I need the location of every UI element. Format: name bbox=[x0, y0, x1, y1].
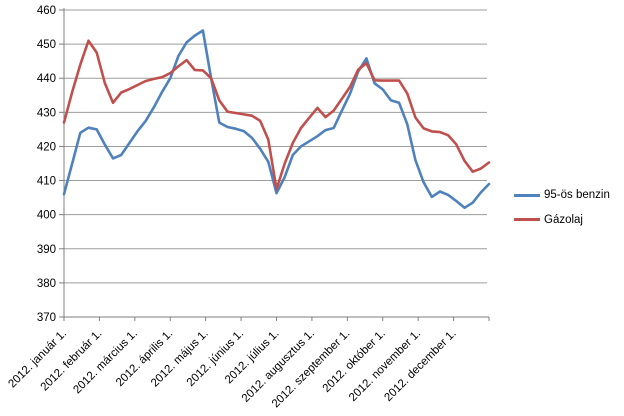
legend-item-gazolaj: Gázolaj bbox=[514, 214, 610, 227]
y-axis-tick-label: 390 bbox=[37, 244, 56, 256]
y-axis-tick-label: 410 bbox=[37, 176, 56, 188]
series-line-95-ös benzin bbox=[62, 29, 491, 210]
x-axis-tick-label: 2012. március 1. bbox=[71, 328, 140, 397]
y-axis-tick-label: 440 bbox=[37, 73, 56, 85]
x-axis-tick-label: 2012. február 1. bbox=[39, 328, 105, 394]
legend-label-benzin: 95-ös benzin bbox=[544, 189, 610, 201]
x-axis-tick-label: 2012. december 1. bbox=[382, 328, 458, 404]
gazolaj-line-swatch bbox=[514, 218, 540, 222]
legend-label-gazolaj: Gázolaj bbox=[544, 213, 583, 226]
legend-item-benzin: 95-ös benzin bbox=[514, 189, 610, 202]
y-axis-tick-label: 380 bbox=[37, 278, 56, 290]
series-line-Gázolaj bbox=[62, 39, 491, 191]
y-axis-tick-label: 450 bbox=[37, 39, 56, 51]
benzin-line-swatch bbox=[514, 193, 540, 197]
x-axis-tick-label: 2012. október 1. bbox=[321, 328, 388, 395]
y-axis-tick-label: 400 bbox=[37, 210, 56, 222]
legend: 95-ös benzin Gázolaj bbox=[514, 189, 610, 226]
y-axis-tick-label: 430 bbox=[37, 107, 56, 119]
y-axis-tick-label: 460 bbox=[37, 5, 56, 17]
y-axis-tick-label: 370 bbox=[37, 312, 56, 324]
y-axis-tick-label: 420 bbox=[37, 141, 56, 153]
x-axis-tick-label: 2012. január 1. bbox=[6, 328, 69, 391]
